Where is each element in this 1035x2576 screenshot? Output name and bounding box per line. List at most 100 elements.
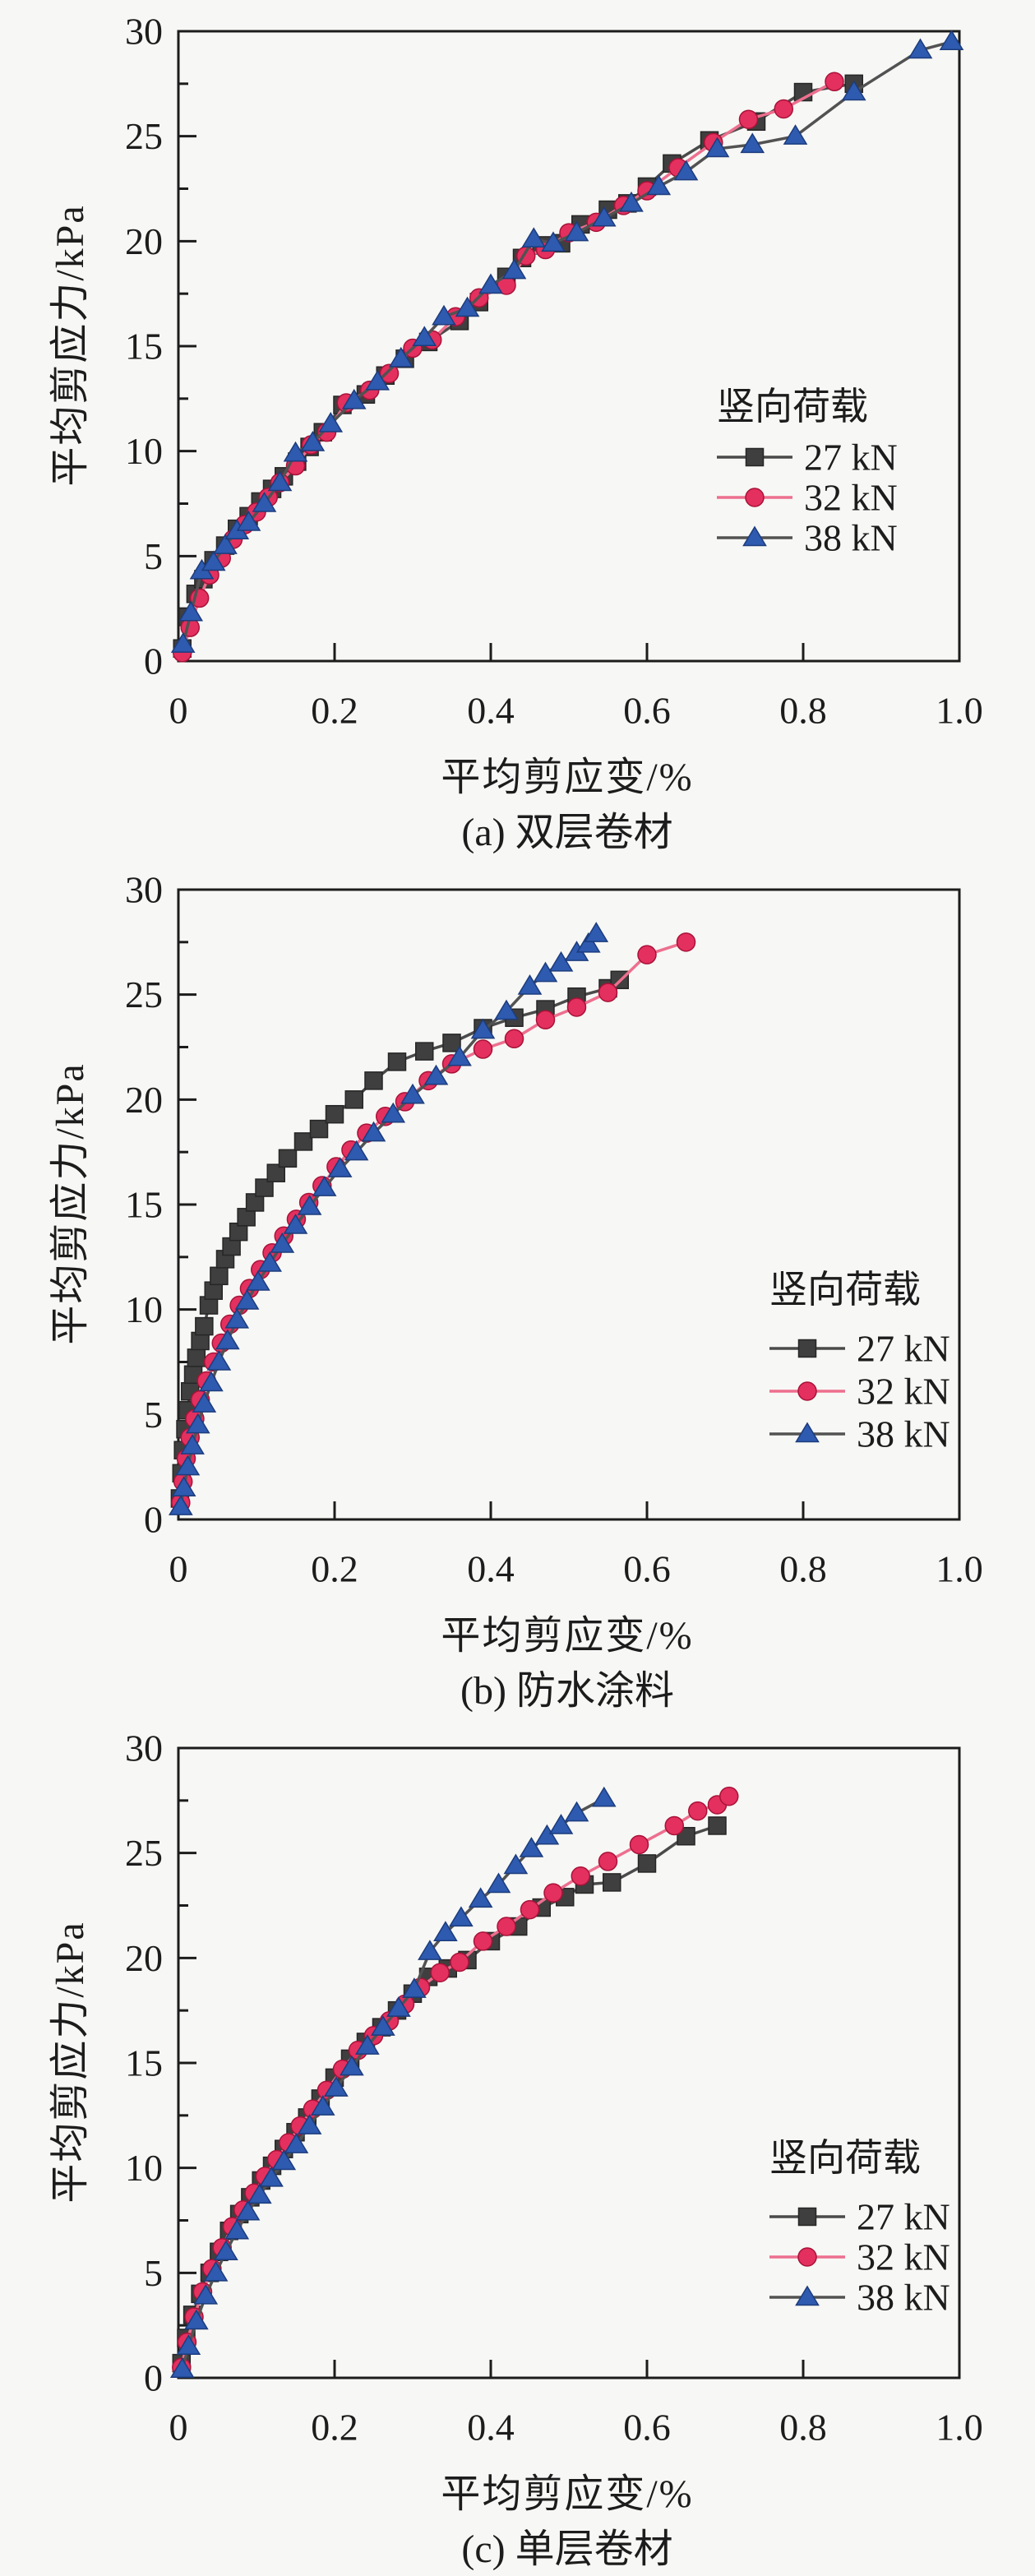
series-marker-triangle [381,1102,406,1123]
series-marker-circle [738,109,759,129]
x-tick-label: 1.0 [936,690,983,732]
series-marker-circle [664,1815,684,1836]
x-tick-label: 0.2 [311,690,358,732]
series-marker-circle [520,1899,540,1920]
series-marker-triangle [591,206,617,227]
series-marker-square [245,1193,265,1212]
y-tick-label: 20 [125,1937,163,1979]
series-marker-triangle [517,974,543,995]
series-marker-triangle [206,1350,232,1371]
legend-item-label: 27 kN [857,2196,950,2238]
series-marker-triangle [283,1214,308,1234]
series-marker-triangle [449,1906,474,1927]
series-marker-circle [676,932,696,952]
series-marker-triangle [300,430,326,451]
series-marker-circle [535,1010,556,1030]
series-marker-square [344,1090,363,1109]
x-tick-label: 0 [169,1548,188,1590]
legend-item-label: 38 kN [804,517,898,559]
series-line-circle [179,941,688,1505]
series-marker-circle [774,99,793,119]
series-marker-circle [497,1917,516,1936]
chart-a-canvas: 0 5 10 15 20 25 30 0 0.2 0.4 0.6 0.8 1.0 竖向荷载 27 kN32 … [125,11,983,732]
plot-frame [177,1746,961,2379]
series-line-square [180,1824,719,2365]
y-tick-label: 15 [125,1184,163,1226]
series-marker-triangle [412,326,437,347]
series-marker-triangle [327,1157,353,1177]
series-marker-triangle [548,1814,574,1834]
series-marker-triangle [340,2055,364,2076]
series-marker-triangle [795,2285,820,2306]
chart-a-double-layer-membrane: 0 5 10 15 20 25 30 0 0.2 0.4 0.6 0.8 1.0 竖向荷载 27 kN 32 … [0,0,1035,858]
series-marker-triangle [402,1977,427,1998]
x-tick-label: 0.8 [779,1548,827,1590]
chart-c-single-layer-membrane: 0 5 10 15 20 25 30 0 0.2 0.4 0.6 0.8 1.0 竖向荷载 27 kN 32 … [0,1717,1035,2576]
y-tick-label: 30 [125,11,163,53]
series-marker-triangle [386,1996,411,2017]
series-marker-circle [719,1786,739,1806]
series-marker-triangle [178,600,204,622]
y-tick-label: 15 [125,326,163,368]
series-marker-square [210,1266,229,1286]
legend-item-label: 32 kN [804,477,898,519]
series-marker-triangle [213,534,238,554]
series-marker-triangle [541,231,566,252]
chart-caption: (c) 单层卷材 [461,2527,673,2571]
series-marker-triangle [783,124,808,145]
series-marker-square [442,1034,461,1052]
series-marker-triangle [519,1837,544,1857]
series-marker-triangle [423,1064,449,1085]
series-line-circle [181,80,836,654]
series-marker-circle [379,363,400,383]
x-tick-label: 0 [169,690,188,732]
series-marker-triangle [176,2334,201,2355]
series-marker-triangle [267,470,293,492]
series-marker-square [387,1052,407,1071]
series-marker-triangle [503,1853,529,1875]
series-marker-triangle [908,38,933,59]
series-marker-triangle [494,999,519,1020]
series-marker-triangle [297,1195,322,1215]
series-marker-triangle [591,1786,617,1807]
y-tick-label: 0 [144,2357,163,2399]
y-axis-title: 平均剪应力/kPa [49,1062,92,1345]
x-tick-label: 1.0 [936,1548,983,1590]
y-tick-label: 30 [125,869,163,911]
series-marker-triangle [318,412,344,432]
series-marker-triangle [355,2034,380,2055]
plot-frame [177,30,961,663]
legend-title: 竖向荷载 [717,386,868,428]
series-marker-triangle [361,1121,386,1142]
series-marker-circle [637,945,657,964]
y-tick-label: 20 [125,1079,163,1121]
y-tick-label: 20 [125,220,163,262]
series-marker-square [195,1316,214,1336]
series-marker-square [255,1178,274,1197]
x-tick-label: 0 [169,2407,188,2449]
series-marker-square [637,1854,657,1873]
series-marker-triangle [324,2076,349,2097]
series-marker-circle [571,1866,590,1886]
y-tick-label: 15 [125,2042,163,2084]
chart-b-waterproof-coating: 0 5 10 15 20 25 30 0 0.2 0.4 0.6 0.8 1.0 竖向荷载 27 kN 32 … [0,858,1035,1717]
series-marker-triangle [365,369,390,391]
x-tick-label: 0.8 [779,690,827,732]
y-tick-label: 25 [125,1832,163,1874]
series-marker-triangle [310,2095,335,2116]
legend-item-label: 27 kN [857,1328,950,1370]
series-marker-circle [629,1834,649,1855]
series-marker-circle [473,1931,493,1951]
chart-c-canvas: 0 5 10 15 20 25 30 0 0.2 0.4 0.6 0.8 1.0 竖向荷载 27 kN32 … [125,1727,983,2449]
y-tick-label: 30 [125,1727,163,1769]
y-tick-label: 10 [125,1288,163,1330]
series-marker-triangle [841,80,866,101]
series-marker-triangle [388,346,414,368]
x-tick-label: 0.6 [623,2407,671,2449]
x-tick-label: 0.6 [623,690,671,732]
series-marker-circle [450,1952,469,1972]
y-tick-label: 0 [144,1499,163,1541]
series-marker-triangle [564,1801,589,1822]
x-tick-label: 0.2 [311,2407,358,2449]
series-marker-triangle [199,1371,224,1392]
